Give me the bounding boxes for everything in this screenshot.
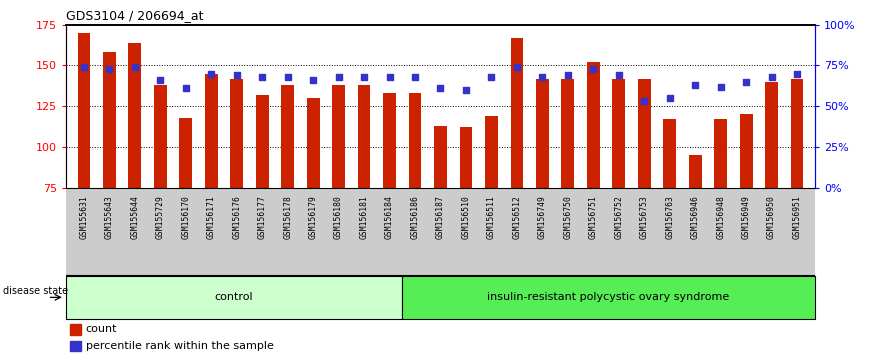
Point [536,74,550,80]
Text: GSM156749: GSM156749 [538,195,547,239]
Point [790,71,804,76]
Bar [332,85,345,188]
Bar [511,38,523,188]
Bar [78,33,90,188]
Text: count: count [85,324,117,334]
Point [230,73,244,78]
Text: GSM156946: GSM156946 [691,195,700,239]
Bar [180,118,192,188]
Point [688,82,702,88]
Bar [409,93,421,188]
Text: GSM156187: GSM156187 [436,195,445,239]
Point [459,87,473,93]
Text: GSM156176: GSM156176 [233,195,241,239]
Text: GSM155729: GSM155729 [156,195,165,239]
Point [102,66,116,72]
Text: GSM156948: GSM156948 [716,195,725,239]
Text: GSM156179: GSM156179 [308,195,318,239]
Bar [66,276,402,319]
Bar [536,79,549,188]
Text: GSM155644: GSM155644 [130,195,139,239]
Bar [689,155,701,188]
Text: GSM156750: GSM156750 [563,195,573,239]
Bar [612,79,626,188]
Bar [255,95,269,188]
Bar [383,93,396,188]
Bar [402,276,815,319]
Bar [791,79,803,188]
Point [153,77,167,83]
Bar [766,82,778,188]
Point [255,74,270,80]
Point [561,73,575,78]
Point [382,74,396,80]
Bar [307,98,320,188]
Bar [281,85,294,188]
Text: GSM156951: GSM156951 [793,195,802,239]
Text: GSM156753: GSM156753 [640,195,648,239]
Bar [434,126,447,188]
Bar [154,85,167,188]
Point [281,74,295,80]
Bar [638,79,651,188]
Text: GSM156184: GSM156184 [385,195,394,239]
Text: GSM156512: GSM156512 [513,195,522,239]
Bar [70,341,81,351]
Text: GSM156752: GSM156752 [614,195,623,239]
Point [663,95,677,101]
Text: disease state: disease state [4,286,69,296]
Bar [70,324,81,335]
Text: GSM156177: GSM156177 [258,195,267,239]
Point [485,74,499,80]
Text: GSM156510: GSM156510 [462,195,470,239]
Text: GSM156170: GSM156170 [181,195,190,239]
Text: GSM156949: GSM156949 [742,195,751,239]
Text: GSM156751: GSM156751 [589,195,598,239]
Point [637,98,651,104]
Point [331,74,345,80]
Bar [740,114,752,188]
Bar [129,43,141,188]
Text: GDS3104 / 206694_at: GDS3104 / 206694_at [66,9,204,22]
Text: GSM156511: GSM156511 [487,195,496,239]
Bar [230,79,243,188]
Point [77,64,91,70]
Text: percentile rank within the sample: percentile rank within the sample [85,341,273,351]
Point [408,74,422,80]
Bar [205,74,218,188]
Point [128,64,142,70]
Point [714,84,728,90]
Point [739,79,753,85]
Point [611,73,626,78]
Text: GSM156181: GSM156181 [359,195,368,239]
Point [586,66,600,72]
Text: control: control [215,292,253,302]
Bar [103,52,115,188]
Bar [485,116,498,188]
Point [765,74,779,80]
Text: GSM156763: GSM156763 [665,195,674,239]
Text: GSM156171: GSM156171 [207,195,216,239]
Bar [663,119,676,188]
Bar [358,85,370,188]
Text: GSM155643: GSM155643 [105,195,114,239]
Text: GSM156178: GSM156178 [283,195,292,239]
Text: GSM156186: GSM156186 [411,195,419,239]
Text: GSM155631: GSM155631 [79,195,88,239]
Text: GSM156180: GSM156180 [334,195,343,239]
Bar [561,79,574,188]
Point [433,85,448,91]
Bar [714,119,727,188]
Bar [587,62,600,188]
Point [306,77,320,83]
Bar [460,127,472,188]
Point [179,85,193,91]
Point [357,74,371,80]
Point [204,71,218,76]
Point [510,64,524,70]
Text: GSM156950: GSM156950 [767,195,776,239]
Text: insulin-resistant polycystic ovary syndrome: insulin-resistant polycystic ovary syndr… [487,292,729,302]
